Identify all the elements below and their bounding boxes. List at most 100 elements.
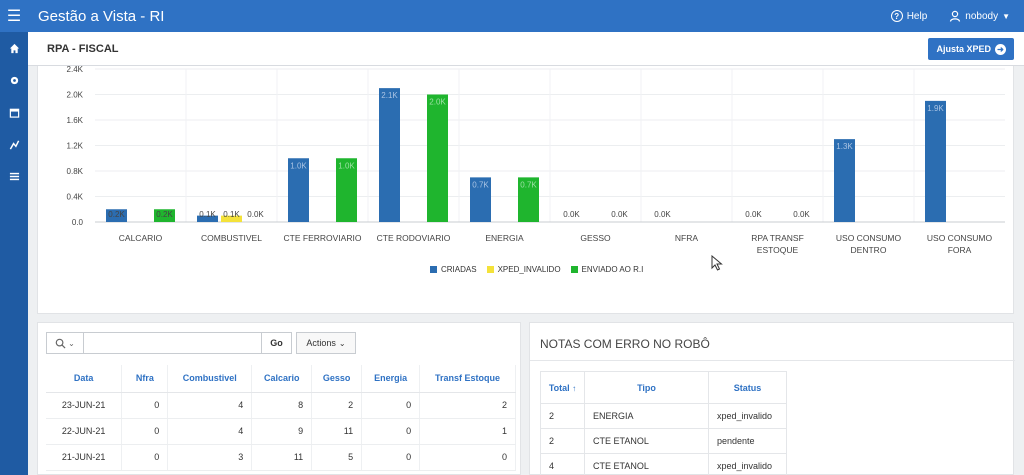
search-input[interactable] bbox=[84, 333, 261, 353]
data-label: 0.0K bbox=[563, 210, 580, 219]
data-label: 2.1K bbox=[381, 91, 398, 100]
divider bbox=[530, 360, 1015, 361]
top-right-nav: ? Help nobody ▼ bbox=[890, 0, 1010, 32]
table-cell: pendente bbox=[708, 428, 787, 454]
table-cell: 2 bbox=[419, 392, 516, 419]
chart-icon[interactable] bbox=[0, 128, 28, 160]
table-cell: 4 bbox=[167, 418, 253, 445]
notas-panel: NOTAS COM ERRO NO ROBÔ Total ↑ Tipo Stat… bbox=[529, 322, 1015, 475]
bar bbox=[336, 158, 357, 222]
go-button[interactable]: Go bbox=[262, 332, 292, 354]
column-header-label: Total bbox=[548, 382, 570, 393]
help-link[interactable]: ? Help bbox=[890, 10, 928, 22]
table-cell: 5 bbox=[311, 444, 363, 471]
search-icon bbox=[55, 338, 66, 349]
mouse-cursor-icon bbox=[711, 255, 723, 271]
table-cell: 21-JUN-21 bbox=[46, 444, 123, 471]
x-tick-label: RPA TRANSF bbox=[751, 233, 804, 243]
legend-item[interactable]: XPED_INVALIDO bbox=[486, 265, 561, 274]
column-header-status[interactable]: Status bbox=[708, 371, 787, 404]
hamburger-menu-icon[interactable]: ☰ bbox=[6, 8, 22, 25]
table-row: 2 ENERGIA xped_invalido bbox=[540, 403, 787, 429]
chevron-down-icon: ⌄ bbox=[68, 338, 75, 348]
data-label: 0.7K bbox=[472, 180, 489, 189]
x-tick-label: CALCARIO bbox=[119, 233, 163, 243]
table-row: 21-JUN-21 0 3 11 5 0 0 bbox=[46, 444, 516, 471]
top-bar: ☰ Gestão a Vista - RI ? Help nobody ▼ bbox=[0, 0, 1024, 32]
legend-item[interactable]: CRIADAS bbox=[430, 265, 477, 274]
help-label: Help bbox=[906, 10, 928, 22]
data-label: 0.0K bbox=[611, 210, 628, 219]
side-navigation bbox=[0, 32, 28, 475]
bar bbox=[470, 177, 491, 222]
table-cell: 4 bbox=[540, 453, 585, 475]
gear-icon[interactable] bbox=[0, 64, 28, 96]
report-table: Data Nfra Combustivel Calcario Gesso Ene… bbox=[46, 365, 516, 471]
column-header-combustivel[interactable]: Combustivel bbox=[167, 365, 253, 393]
table-row: 2 CTE ETANOL pendente bbox=[540, 428, 787, 454]
x-tick-label: ESTOQUE bbox=[757, 245, 799, 255]
search-column-selector[interactable]: ⌄ bbox=[47, 333, 84, 353]
list-icon[interactable] bbox=[0, 160, 28, 192]
table-row: 23-JUN-21 0 4 8 2 0 2 bbox=[46, 392, 516, 419]
page-title: RPA - FISCAL bbox=[47, 42, 119, 55]
report-toolbar: ⌄ Go Actions ⌄ bbox=[46, 332, 356, 354]
table-cell: 0 bbox=[419, 444, 516, 471]
y-tick-label: 1.6K bbox=[67, 116, 84, 125]
data-label: 0.2K bbox=[108, 210, 125, 219]
table-cell: 22-JUN-21 bbox=[46, 418, 123, 445]
user-menu[interactable]: nobody ▼ bbox=[949, 10, 1010, 22]
legend-swatch bbox=[570, 266, 578, 273]
data-label: 1.9K bbox=[927, 104, 944, 113]
home-icon[interactable] bbox=[0, 32, 28, 64]
table-row: 4 CTE ETANOL xped_invalido bbox=[540, 453, 787, 475]
table-cell: 0 bbox=[361, 444, 421, 471]
table-cell: 0 bbox=[361, 418, 421, 445]
data-label: 1.0K bbox=[338, 161, 355, 170]
user-icon bbox=[950, 10, 961, 22]
table-cell: 3 bbox=[167, 444, 253, 471]
x-tick-label: USO CONSUMO bbox=[927, 233, 993, 243]
chevron-down-icon: ⌄ bbox=[338, 338, 346, 348]
column-header-total[interactable]: Total ↑ bbox=[540, 371, 585, 404]
column-header-gesso[interactable]: Gesso bbox=[311, 365, 363, 393]
ajusta-xped-button[interactable]: Ajusta XPED ➜ bbox=[928, 38, 1014, 60]
x-tick-label: ENERGIA bbox=[485, 233, 524, 243]
legend-swatch bbox=[486, 266, 494, 273]
user-label: nobody bbox=[965, 10, 999, 22]
table-cell: 1 bbox=[419, 418, 516, 445]
bar bbox=[379, 88, 400, 222]
table-cell: 0 bbox=[361, 392, 421, 419]
column-header-calcario[interactable]: Calcario bbox=[251, 365, 313, 393]
notas-title: NOTAS COM ERRO NO ROBÔ bbox=[540, 337, 710, 351]
column-header-tipo[interactable]: Tipo bbox=[584, 371, 709, 404]
data-label: 0.0K bbox=[745, 210, 762, 219]
table-cell: 4 bbox=[167, 392, 253, 419]
bar bbox=[154, 209, 175, 222]
table-cell: ENERGIA bbox=[584, 403, 709, 429]
bar bbox=[427, 94, 448, 222]
column-header-transf-estoque[interactable]: Transf Estoque bbox=[419, 365, 516, 393]
data-label: 1.3K bbox=[836, 142, 853, 151]
page-title-bar: RPA - FISCAL Ajusta XPED ➜ bbox=[28, 32, 1024, 66]
actions-menu-button[interactable]: Actions ⌄ bbox=[296, 332, 356, 354]
x-tick-label: NFRA bbox=[675, 233, 698, 243]
table-cell: 2 bbox=[311, 392, 363, 419]
column-header-data[interactable]: Data bbox=[46, 365, 123, 393]
data-label: 0.0K bbox=[247, 210, 264, 219]
legend-label: CRIADAS bbox=[441, 265, 477, 274]
table-cell: xped_invalido bbox=[708, 403, 787, 429]
column-header-nfra[interactable]: Nfra bbox=[121, 365, 169, 393]
table-cell: 0 bbox=[121, 444, 169, 471]
calendar-icon[interactable] bbox=[0, 96, 28, 128]
notas-table: Total ↑ Tipo Status 2 ENERGIA xped_inval… bbox=[540, 371, 787, 475]
bar bbox=[288, 158, 309, 222]
data-label: 0.0K bbox=[654, 210, 671, 219]
legend-item[interactable]: ENVIADO AO R.I bbox=[570, 265, 643, 274]
table-header-row: Total ↑ Tipo Status bbox=[540, 371, 787, 404]
table-row: 22-JUN-21 0 4 9 11 0 1 bbox=[46, 418, 516, 445]
x-tick-label: GESSO bbox=[580, 233, 611, 243]
column-header-energia[interactable]: Energia bbox=[361, 365, 421, 393]
ajusta-xped-label: Ajusta XPED bbox=[936, 44, 991, 54]
table-cell: 9 bbox=[251, 418, 313, 445]
